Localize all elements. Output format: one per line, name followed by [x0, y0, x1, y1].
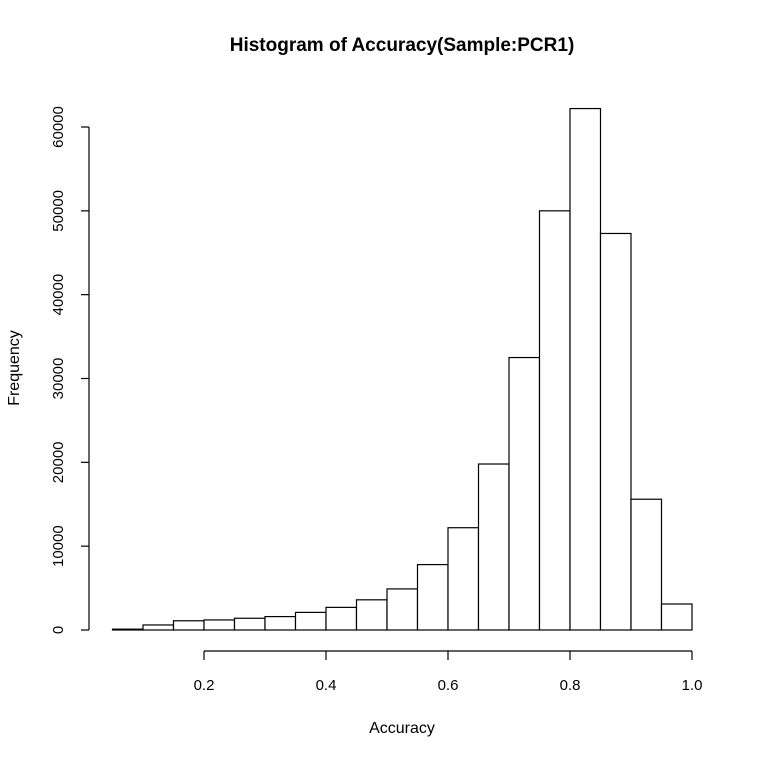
- histogram-bar: [630, 498, 663, 631]
- histogram-bar: [294, 611, 327, 631]
- histogram-bar: [325, 606, 358, 631]
- x-tick-label: 0.8: [560, 677, 581, 694]
- bars-layer: [111, 107, 693, 631]
- histogram-bar: [142, 624, 175, 631]
- histogram-bar: [172, 620, 205, 631]
- y-tick-label: 20000: [50, 441, 67, 483]
- histogram-bar: [538, 210, 571, 631]
- x-tick-label: 0.2: [194, 677, 215, 694]
- histogram-bar: [660, 603, 693, 631]
- x-tick-label: 0.4: [316, 677, 337, 694]
- y-tick-label: 40000: [50, 274, 67, 316]
- x-axis: 0.2 0.4 0.6 0.8 1.0: [194, 650, 703, 694]
- y-tick-label: 10000: [50, 525, 67, 567]
- y-tick-label: 30000: [50, 358, 67, 400]
- y-tick-label: 50000: [50, 190, 67, 232]
- y-axis-label: Frequency: [6, 330, 23, 406]
- histogram-bar: [386, 588, 419, 631]
- histogram-bar: [569, 107, 602, 631]
- histogram-bar: [447, 527, 480, 631]
- y-tick-label: 0: [50, 626, 67, 634]
- histogram-bar: [233, 617, 266, 631]
- y-tick-label: 60000: [50, 106, 67, 148]
- histogram-bar: [111, 628, 144, 631]
- histogram-bar: [599, 232, 632, 631]
- histogram-bar: [508, 356, 541, 631]
- histogram-bar: [264, 615, 297, 631]
- chart-title: Histogram of Accuracy(Sample:PCR1): [230, 35, 575, 56]
- histogram-bar: [203, 619, 236, 631]
- x-tick-label: 0.6: [438, 677, 459, 694]
- x-tick-label: 1.0: [682, 677, 703, 694]
- histogram-bar: [477, 463, 510, 631]
- x-axis-label: Accuracy: [369, 720, 435, 737]
- histogram-bar: [416, 564, 449, 631]
- histogram-bar: [355, 599, 388, 631]
- y-axis: 0 10000 20000 30000 40000 50000 60000: [50, 106, 90, 634]
